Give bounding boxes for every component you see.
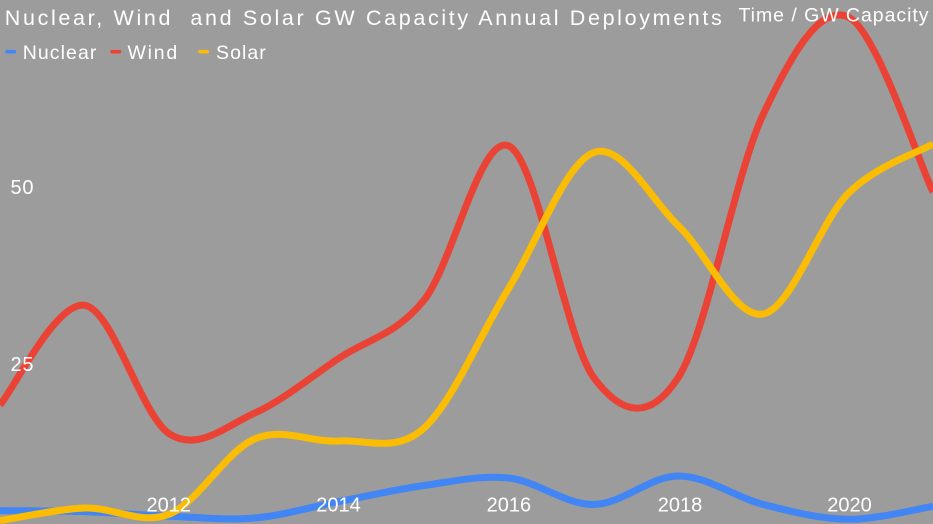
svg-text:Nuclear: Nuclear xyxy=(23,42,97,64)
svg-text:2018: 2018 xyxy=(658,494,703,516)
svg-text:2014: 2014 xyxy=(316,494,361,516)
svg-text:Solar: Solar xyxy=(216,42,266,64)
svg-text:2020: 2020 xyxy=(827,494,872,516)
svg-text:50: 50 xyxy=(11,177,34,199)
svg-text:Time / GW Capacity: Time / GW Capacity xyxy=(739,5,929,27)
svg-text:25: 25 xyxy=(11,354,34,376)
svg-text:2012: 2012 xyxy=(147,494,192,516)
svg-text:2016: 2016 xyxy=(487,494,532,516)
